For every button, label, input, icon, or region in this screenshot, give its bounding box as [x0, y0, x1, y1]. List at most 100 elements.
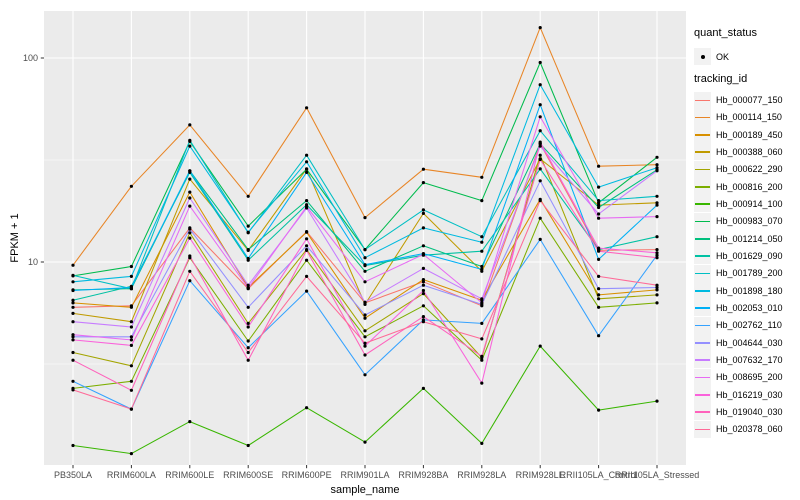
legend-item-tracking: Hb_000388_060	[694, 143, 783, 161]
data-point	[246, 339, 250, 343]
data-point	[655, 288, 659, 292]
data-point	[597, 185, 601, 189]
legend-item-label: Hb_000077_150	[716, 95, 783, 105]
series-color-line-icon	[695, 220, 710, 223]
data-point	[363, 269, 367, 273]
data-point	[363, 256, 367, 260]
legend-key-box	[694, 403, 711, 421]
legend-item-label: Hb_008695_200	[716, 372, 783, 383]
data-point	[129, 379, 133, 383]
data-point	[655, 285, 659, 290]
data-point	[188, 204, 192, 208]
data-point	[538, 237, 542, 241]
data-point	[363, 353, 367, 357]
data-point	[246, 305, 250, 309]
legend-title-tracking-id: tracking_id	[694, 73, 748, 85]
legend-key-box	[694, 178, 711, 196]
data-point	[538, 83, 542, 87]
series-color-line-icon	[695, 290, 710, 292]
series-color-line-icon	[695, 376, 710, 379]
data-point	[480, 358, 484, 362]
data-point	[71, 298, 75, 302]
data-point	[480, 381, 484, 385]
legend-key-box	[694, 212, 711, 230]
legend-item-tracking: Hb_020378_060	[694, 420, 783, 438]
x-tick-label: PB350LA	[53, 470, 93, 480]
data-point	[538, 60, 542, 65]
data-point	[246, 224, 250, 228]
data-point	[188, 227, 192, 231]
data-point	[538, 144, 542, 148]
data-point	[597, 408, 601, 412]
data-point	[246, 325, 250, 329]
data-point	[246, 248, 250, 252]
data-point	[421, 208, 425, 212]
data-point	[597, 305, 601, 309]
y-axis-title: FPKM + 1	[9, 213, 21, 263]
data-point	[597, 199, 601, 203]
data-point	[421, 211, 425, 215]
data-point	[655, 194, 659, 198]
data-point	[71, 333, 75, 337]
x-tick-label: RRIM928LA	[457, 470, 507, 480]
data-point	[71, 358, 75, 362]
data-point	[363, 280, 367, 284]
series-color-line-icon	[695, 134, 710, 136]
data-point	[188, 269, 192, 273]
x-tick-label: RRIM600PE	[281, 470, 332, 480]
data-point	[480, 297, 484, 301]
legend-item-tracking: Hb_008695_200	[694, 368, 783, 386]
data-point	[597, 203, 601, 207]
series-color-line-icon	[695, 203, 710, 205]
data-point	[421, 280, 425, 284]
data-point	[538, 157, 542, 162]
data-point	[538, 115, 542, 119]
data-point	[188, 231, 192, 235]
x-axis-title: sample_name	[330, 484, 400, 496]
data-point	[480, 249, 484, 253]
legend-key-box	[694, 48, 711, 65]
data-point	[129, 388, 133, 392]
data-point	[71, 263, 75, 267]
data-point	[305, 199, 309, 203]
data-point	[305, 230, 309, 234]
data-point	[246, 358, 250, 362]
data-point	[188, 254, 192, 258]
data-point	[421, 315, 425, 319]
legend-item-label: Hb_000983_070	[716, 216, 783, 227]
data-point	[363, 440, 367, 444]
data-point	[421, 181, 425, 185]
data-point	[655, 201, 659, 205]
legend-key-box	[694, 195, 711, 213]
y-tick-label: 10	[28, 257, 38, 267]
data-point	[246, 350, 250, 355]
data-point	[71, 305, 75, 309]
data-point	[129, 325, 133, 329]
legend-item-tracking: Hb_001629_090	[694, 247, 783, 265]
data-point	[71, 301, 75, 305]
legend-item-label: Hb_001214_050	[716, 233, 783, 244]
legend-item-tracking: Hb_001898_180	[694, 282, 783, 300]
data-point	[129, 184, 133, 188]
data-point	[655, 251, 659, 255]
data-point	[538, 26, 542, 30]
legend-item-tracking: Hb_000077_150	[694, 91, 783, 109]
legend-title-quant-status: quant_status	[694, 27, 757, 39]
data-point	[597, 257, 601, 261]
legend-item-label: Hb_000114_150	[716, 112, 782, 123]
legend-key-box	[694, 334, 711, 352]
data-point	[305, 153, 309, 157]
data-point	[655, 293, 659, 297]
legend-item-label: Hb_000388_060	[716, 146, 783, 157]
data-point	[246, 443, 250, 448]
data-point	[597, 334, 601, 338]
legend-item-label: Hb_020378_060	[716, 424, 783, 435]
data-point	[129, 285, 133, 290]
data-point	[246, 194, 250, 198]
data-point	[129, 305, 133, 309]
data-point	[597, 164, 601, 168]
data-point	[421, 244, 425, 248]
data-point	[363, 373, 367, 377]
data-point	[655, 248, 659, 252]
legend-key-box	[694, 282, 711, 300]
